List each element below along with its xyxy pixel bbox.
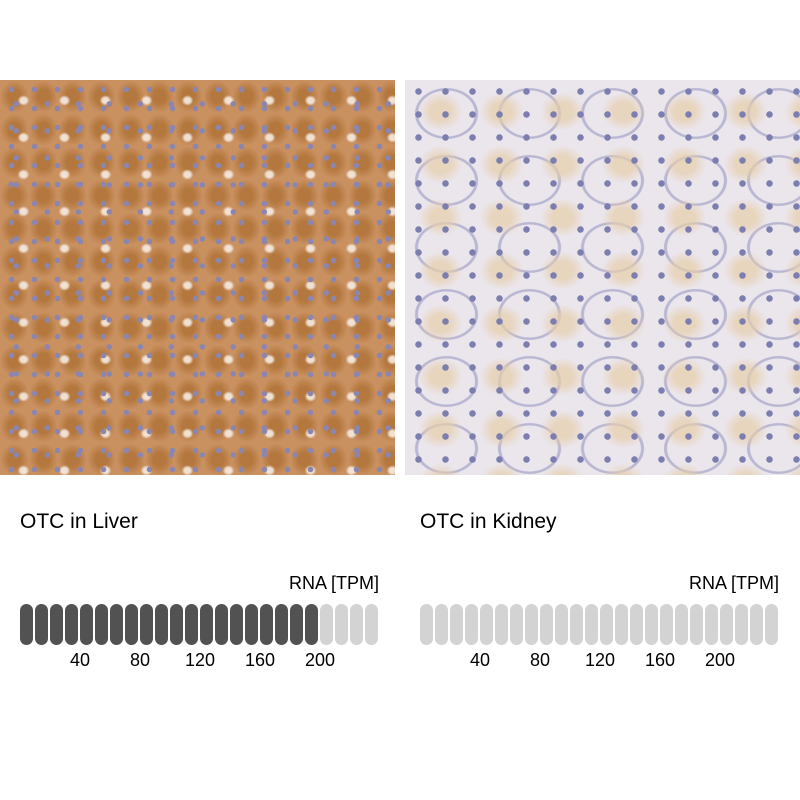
rna-bar-segment — [260, 604, 273, 645]
rna-bar-segment — [200, 604, 213, 645]
rna-tick-label: 160 — [244, 650, 276, 670]
rna-bar-segment — [570, 604, 583, 645]
rna-bar-segment — [420, 604, 433, 645]
rna-bar-segment — [435, 604, 448, 645]
rna-bar-segment — [765, 604, 778, 645]
rna-tick-label: 120 — [184, 650, 216, 670]
liver-rna-bar — [20, 604, 378, 645]
rna-bar-segment — [585, 604, 598, 645]
rna-bar-segment — [95, 604, 108, 645]
rna-bar-segment — [350, 604, 363, 645]
rna-bar-segment — [185, 604, 198, 645]
rna-bar-segment — [750, 604, 763, 645]
kidney-rna-label: RNA [TPM] — [688, 573, 779, 593]
rna-bar-segment — [65, 604, 78, 645]
rna-bar-segment — [510, 604, 523, 645]
rna-bar-segment — [275, 604, 288, 645]
rna-tick-label: 80 — [529, 650, 551, 670]
rna-bar-segment — [525, 604, 538, 645]
rna-bar-segment — [555, 604, 568, 645]
rna-bar-segment — [630, 604, 643, 645]
rna-bar-segment — [50, 604, 63, 645]
rna-bar-segment — [465, 604, 478, 645]
rna-bar-segment — [35, 604, 48, 645]
rna-tick-label: 40 — [469, 650, 491, 670]
rna-bar-segment — [450, 604, 463, 645]
kidney-tissue-image — [405, 80, 800, 475]
rna-bar-segment — [645, 604, 658, 645]
rna-bar-segment — [230, 604, 243, 645]
rna-bar-segment — [305, 604, 318, 645]
rna-tick-label: 200 — [304, 650, 336, 670]
rna-bar-segment — [720, 604, 733, 645]
rna-tick-label: 200 — [704, 650, 736, 670]
liver-tissue-image — [0, 80, 395, 475]
rna-bar-segment — [80, 604, 93, 645]
kidney-title: OTC in Kidney — [420, 510, 557, 533]
liver-title: OTC in Liver — [20, 510, 138, 533]
rna-bar-segment — [615, 604, 628, 645]
rna-bar-segment — [335, 604, 348, 645]
rna-bar-segment — [735, 604, 748, 645]
rna-bar-segment — [675, 604, 688, 645]
rna-bar-segment — [170, 604, 183, 645]
rna-bar-segment — [20, 604, 33, 645]
rna-bar-segment — [320, 604, 333, 645]
rna-bar-segment — [110, 604, 123, 645]
kidney-rna-bar — [420, 604, 778, 645]
rna-bar-segment — [495, 604, 508, 645]
rna-bar-segment — [155, 604, 168, 645]
rna-bar-segment — [365, 604, 378, 645]
rna-bar-segment — [660, 604, 673, 645]
rna-bar-segment — [480, 604, 493, 645]
rna-tick-label: 40 — [69, 650, 91, 670]
rna-bar-segment — [705, 604, 718, 645]
rna-bar-segment — [215, 604, 228, 645]
liver-rna-label: RNA [TPM] — [288, 573, 379, 593]
rna-bar-segment — [125, 604, 138, 645]
rna-bar-segment — [245, 604, 258, 645]
rna-bar-segment — [140, 604, 153, 645]
rna-bar-segment — [690, 604, 703, 645]
rna-bar-segment — [290, 604, 303, 645]
rna-tick-label: 160 — [644, 650, 676, 670]
rna-tick-label: 80 — [129, 650, 151, 670]
rna-bar-segment — [600, 604, 613, 645]
rna-tick-label: 120 — [584, 650, 616, 670]
rna-bar-segment — [540, 604, 553, 645]
